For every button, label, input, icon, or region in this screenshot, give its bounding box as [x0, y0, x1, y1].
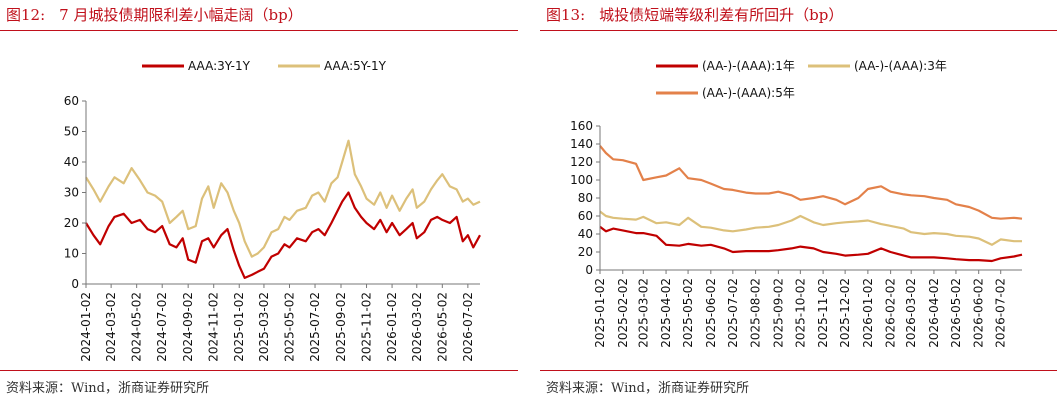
x-tick-label: 2026-02-02 — [884, 278, 898, 348]
y-tick-label: 140 — [570, 137, 593, 151]
x-tick-label: 2024-01-02 — [79, 292, 93, 362]
series-line-1 — [599, 225, 1023, 263]
x-tick-label: 2025-11-02 — [816, 278, 830, 348]
y-tick-label: 20 — [64, 216, 79, 230]
left-top-rule — [0, 30, 518, 31]
right-figure-title-text: 城投债短端等级利差有所回升（bp） — [599, 6, 844, 24]
y-tick-label: 160 — [570, 119, 593, 133]
x-tick-label: 2025-08-02 — [749, 278, 763, 348]
legend-label-1: (AA-)-(AAA):1年 — [702, 59, 795, 73]
y-tick-label: 0 — [585, 263, 593, 277]
x-tick-label: 2025-01-02 — [232, 292, 246, 362]
x-tick-label: 2024-05-02 — [130, 292, 144, 362]
y-tick-label: 0 — [71, 277, 79, 291]
x-tick-label: 2025-09-02 — [771, 278, 785, 348]
left-chart: 0 10 20 30 40 50 60 2024-01-02 2024-03-02 2024-05… — [64, 59, 481, 362]
series-line-2 — [85, 139, 481, 258]
y-tick-label: 40 — [64, 155, 79, 169]
y-tick-label: 50 — [64, 125, 79, 139]
right-bottom-rule — [540, 370, 1057, 371]
x-tick-label: 2025-01-02 — [593, 278, 607, 348]
x-tick-label: 2024-11-02 — [207, 292, 221, 362]
x-tick-label: 2025-09-02 — [334, 292, 348, 362]
right-top-rule — [540, 30, 1057, 31]
y-tick-label: 60 — [578, 209, 593, 223]
y-tick-label: 120 — [570, 155, 593, 169]
y-tick-label: 10 — [64, 247, 79, 261]
left-figure: 图12: 7 月城投债期限利差小幅走阔（bp） 0 10 20 30 40 50 60 2024… — [0, 0, 518, 402]
right-source: 资料来源：Wind，浙商证券研究所 — [546, 381, 749, 396]
x-tick-label: 2026-01-02 — [861, 278, 875, 348]
series-line-2 — [599, 210, 1022, 246]
legend-label-1: AAA:3Y-1Y — [188, 59, 251, 73]
x-tick-label: 2026-01-02 — [385, 292, 399, 362]
right-figure: 图13: 城投债短端等级利差有所回升（bp） 0 20 40 60 80 100 120 140… — [540, 0, 1057, 402]
y-tick-label: 60 — [64, 94, 79, 108]
x-tick-label: 2025-06-02 — [704, 278, 718, 348]
right-figure-title: 图13: 城投债短端等级利差有所回升（bp） — [546, 4, 843, 25]
legend-label-2: AAA:5Y-1Y — [324, 59, 387, 73]
left-source: 资料来源：Wind，浙商证券研究所 — [6, 381, 209, 396]
x-tick-label: 2025-07-02 — [308, 292, 322, 362]
legend-label-3: (AA-)-(AAA):5年 — [702, 86, 795, 100]
x-tick-label: 2025-10-02 — [793, 278, 807, 348]
x-tick-label: 2025-02-02 — [616, 278, 630, 348]
x-tick-label: 2026-06-02 — [972, 278, 986, 348]
x-tick-label: 2026-03-02 — [904, 278, 918, 348]
x-tick-label: 2025-05-02 — [681, 278, 695, 348]
x-tick-label: 2026-07-02 — [461, 292, 475, 362]
y-tick-label: 20 — [578, 245, 593, 259]
x-tick-label: 2024-09-02 — [181, 292, 195, 362]
x-tick-label: 2026-05-02 — [435, 292, 449, 362]
x-tick-label: 2025-03-02 — [636, 278, 650, 348]
y-tick-label: 40 — [578, 227, 593, 241]
left-figure-title: 图12: 7 月城投债期限利差小幅走阔（bp） — [6, 4, 303, 25]
series-line-3 — [599, 145, 1023, 220]
right-figure-label: 图13: — [546, 6, 586, 24]
y-tick-label: 80 — [578, 191, 593, 205]
left-figure-label: 图12: — [6, 6, 46, 24]
x-tick-label: 2026-05-02 — [949, 278, 963, 348]
left-bottom-rule — [0, 370, 518, 371]
x-tick-label: 2025-11-02 — [360, 292, 374, 362]
x-tick-label: 2025-05-02 — [282, 292, 296, 362]
right-chart: 0 20 40 60 80 100 120 140 160 2025-01-02 2025-02-0… — [570, 59, 1023, 348]
x-tick-label: 2025-03-02 — [257, 292, 271, 362]
x-tick-label: 2026-04-02 — [927, 278, 941, 348]
x-tick-label: 2024-03-02 — [104, 292, 118, 362]
x-tick-label: 2024-07-02 — [155, 292, 169, 362]
x-tick-label: 2026-03-02 — [410, 292, 424, 362]
y-tick-label: 30 — [64, 186, 79, 200]
legend-label-2: (AA-)-(AAA):3年 — [854, 59, 947, 73]
y-tick-label: 100 — [570, 173, 593, 187]
x-tick-label: 2025-12-02 — [838, 278, 852, 348]
series-line-1 — [85, 191, 481, 279]
x-tick-label: 2025-07-02 — [726, 278, 740, 348]
left-figure-title-text: 7 月城投债期限利差小幅走阔（bp） — [59, 6, 303, 24]
x-tick-label: 2025-04-02 — [659, 278, 673, 348]
x-tick-label: 2026-07-02 — [994, 278, 1008, 348]
